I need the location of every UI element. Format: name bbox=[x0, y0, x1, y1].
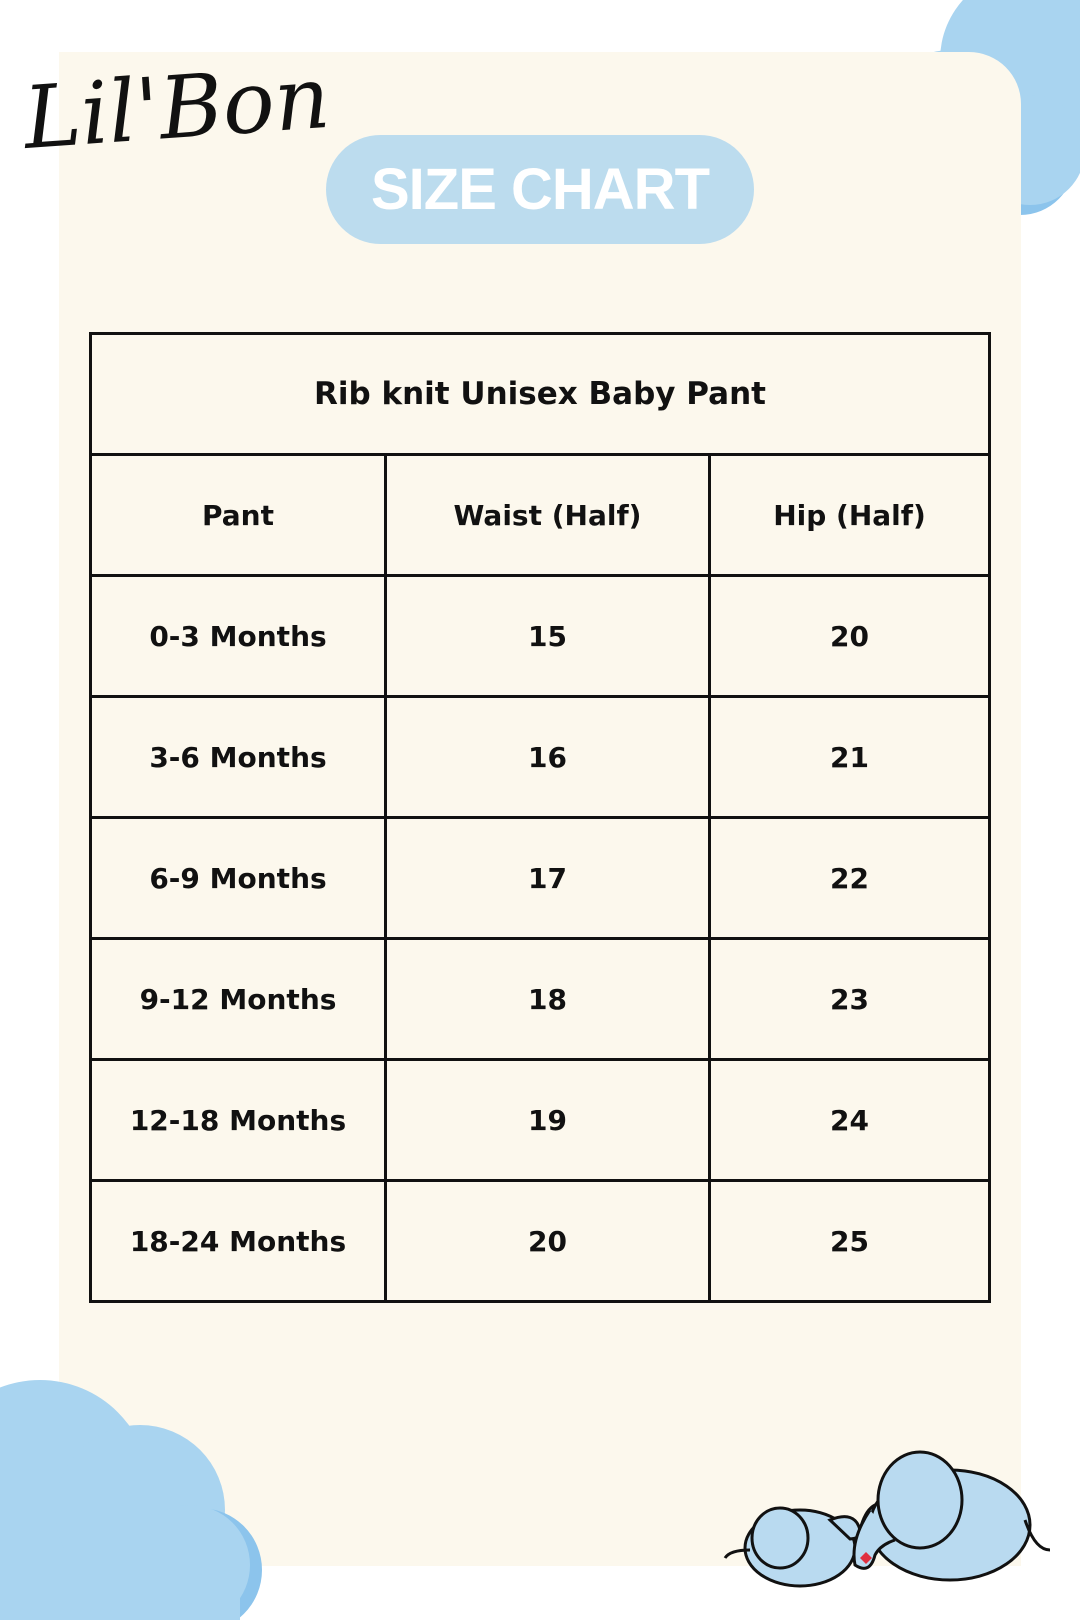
brand-logo: Lil'Bontre bbox=[19, 39, 328, 158]
waist-cell: 20 bbox=[384, 1179, 711, 1303]
table-header-row: Pant Waist (Half) Hip (Half) bbox=[89, 453, 991, 577]
size-cell: 12-18 Months bbox=[89, 1058, 387, 1182]
size-cell: 9-12 Months bbox=[89, 937, 387, 1061]
table-row: 6-9 Months 17 22 bbox=[89, 816, 991, 940]
column-header: Hip (Half) bbox=[708, 453, 991, 577]
elephant-icon bbox=[723, 1450, 1051, 1588]
table-row: 9-12 Months 18 23 bbox=[89, 937, 991, 1061]
size-chart-heading: SIZE CHART bbox=[371, 157, 710, 222]
svg-text:Lil'Bontre: Lil'Bontre bbox=[19, 39, 328, 158]
hip-cell: 24 bbox=[708, 1058, 991, 1182]
size-cell: 18-24 Months bbox=[89, 1179, 387, 1303]
size-cell: 6-9 Months bbox=[89, 816, 387, 940]
size-cell: 3-6 Months bbox=[89, 695, 387, 819]
table-title: Rib knit Unisex Baby Pant bbox=[89, 332, 991, 456]
size-chart-badge: SIZE CHART bbox=[326, 135, 754, 244]
hip-cell: 23 bbox=[708, 937, 991, 1061]
waist-cell: 18 bbox=[384, 937, 711, 1061]
waist-cell: 15 bbox=[384, 574, 711, 698]
size-table: Rib knit Unisex Baby Pant Pant Waist (Ha… bbox=[89, 332, 991, 1303]
hip-cell: 22 bbox=[708, 816, 991, 940]
table-row: 3-6 Months 16 21 bbox=[89, 695, 991, 819]
table-row: 12-18 Months 19 24 bbox=[89, 1058, 991, 1182]
table-title-row: Rib knit Unisex Baby Pant bbox=[89, 332, 991, 456]
waist-cell: 17 bbox=[384, 816, 711, 940]
table-row: 18-24 Months 20 25 bbox=[89, 1179, 991, 1303]
hip-cell: 20 bbox=[708, 574, 991, 698]
hip-cell: 21 bbox=[708, 695, 991, 819]
waist-cell: 19 bbox=[384, 1058, 711, 1182]
column-header: Pant bbox=[89, 453, 387, 577]
waist-cell: 16 bbox=[384, 695, 711, 819]
size-cell: 0-3 Months bbox=[89, 574, 387, 698]
table-row: 0-3 Months 15 20 bbox=[89, 574, 991, 698]
column-header: Waist (Half) bbox=[384, 453, 711, 577]
cloud-icon bbox=[0, 1380, 262, 1620]
hip-cell: 25 bbox=[708, 1179, 991, 1303]
